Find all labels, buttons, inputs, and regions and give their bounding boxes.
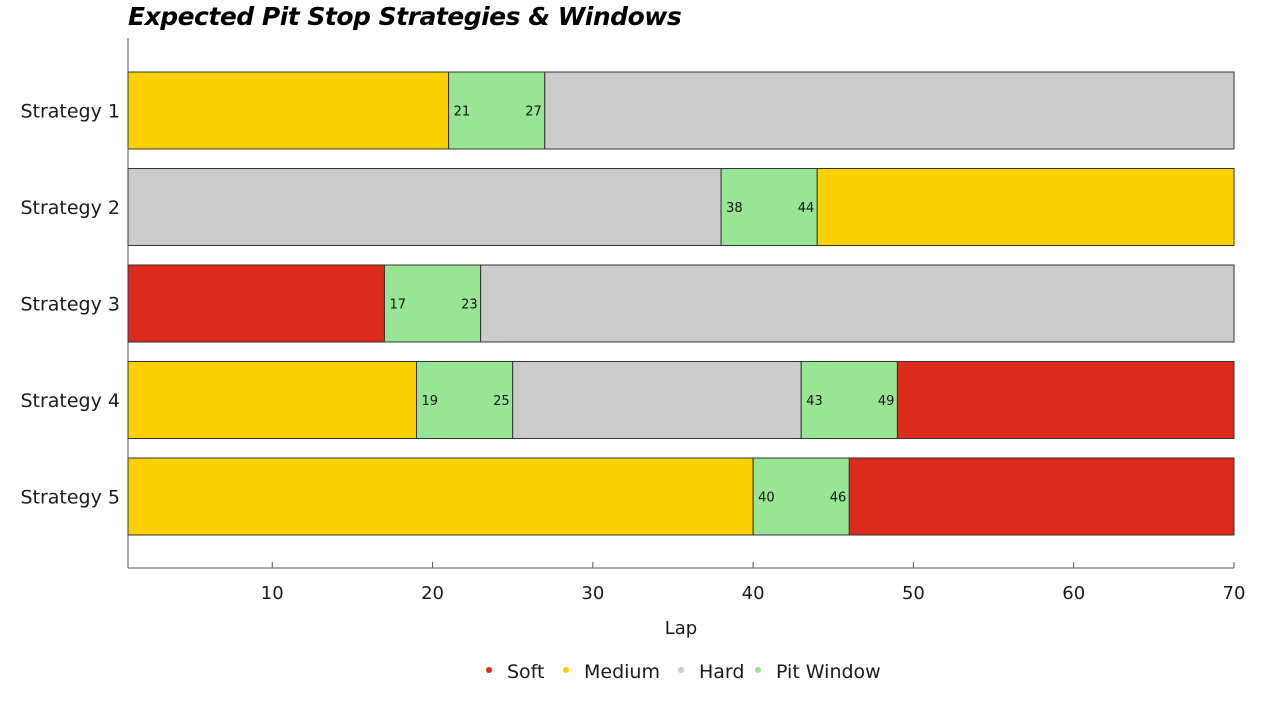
x-tick-label: 50	[902, 583, 925, 604]
strategy-label: Strategy 4	[20, 390, 120, 412]
pit-window-start-label: 21	[454, 105, 471, 120]
x-tick-label: 30	[581, 583, 604, 604]
medium-stint-bar	[127, 361, 418, 439]
chart-title: Expected Pit Stop Strategies & Windows	[128, 2, 682, 31]
pit-window-end-label: 49	[878, 394, 895, 409]
strategy-label: Strategy 3	[20, 294, 120, 316]
pit-window-segment	[752, 457, 850, 536]
pit-window-start-label: 19	[422, 394, 439, 409]
pit-window-start-label: 43	[806, 394, 823, 409]
soft-stint-bar	[848, 457, 1235, 536]
x-axis-label: Lap	[665, 618, 697, 639]
medium-stint-bar	[127, 71, 450, 150]
legend-label-soft: Soft	[507, 661, 545, 683]
legend-marker-pit-window	[755, 667, 761, 673]
pit-window-segment	[383, 264, 482, 343]
x-tick-label: 60	[1062, 583, 1085, 604]
pit-window-segment	[416, 361, 514, 439]
pit-window-end-label: 25	[493, 394, 510, 409]
soft-stint-bar	[896, 361, 1235, 439]
pit-window-start-label: 38	[726, 201, 743, 216]
legend-marker-hard	[678, 667, 684, 673]
hard-stint-bar	[480, 264, 1235, 343]
medium-stint-bar	[816, 168, 1235, 246]
hard-stint-bar	[544, 71, 1235, 150]
hard-stint-bar	[127, 168, 722, 246]
legend-label-medium: Medium	[584, 661, 660, 683]
legend-label-pit-window: Pit Window	[776, 661, 881, 683]
pit-window-segment	[720, 168, 818, 246]
pit-window-start-label: 17	[389, 298, 406, 313]
strategy-label: Strategy 1	[20, 101, 120, 123]
x-tick-label: 20	[421, 583, 444, 604]
x-tick-label: 40	[742, 583, 765, 604]
pit-window-end-label: 23	[461, 298, 478, 313]
hard-stint-bar	[512, 361, 802, 439]
x-tick-label: 70	[1223, 583, 1246, 604]
pit-window-segment	[800, 361, 898, 439]
pit-window-end-label: 27	[525, 105, 542, 120]
pit-window-start-label: 40	[758, 491, 775, 506]
pit-window-segment	[448, 71, 546, 150]
legend-label-hard: Hard	[699, 661, 744, 683]
strategy-label: Strategy 2	[20, 197, 120, 219]
strategy-label: Strategy 5	[20, 487, 120, 509]
x-tick-label: 10	[261, 583, 284, 604]
medium-stint-bar	[127, 457, 754, 536]
pit-window-end-label: 44	[798, 201, 815, 216]
soft-stint-bar	[127, 264, 385, 343]
legend-marker-soft	[486, 667, 492, 673]
legend-marker-medium	[563, 667, 569, 673]
pit-window-end-label: 46	[830, 491, 847, 506]
